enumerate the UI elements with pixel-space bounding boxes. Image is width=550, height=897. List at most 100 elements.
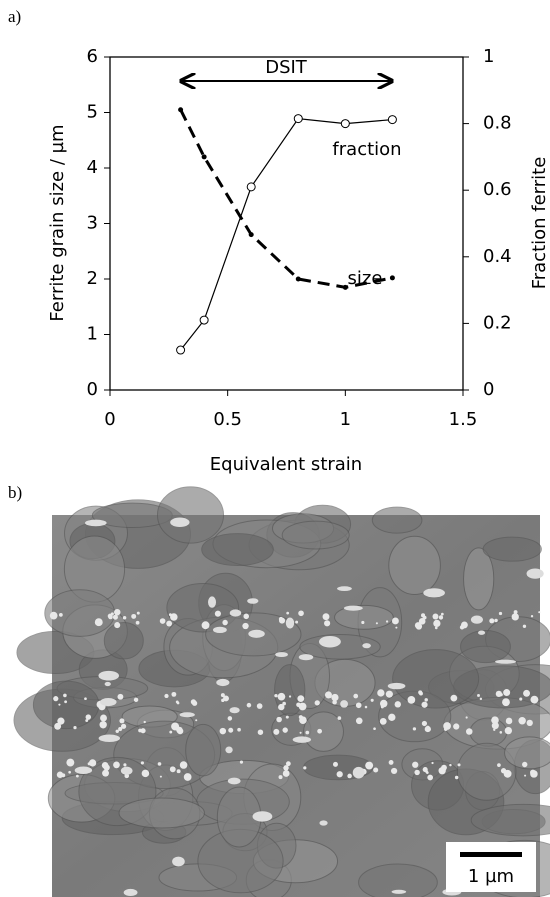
particle	[252, 811, 273, 822]
particle	[453, 723, 460, 730]
particle	[190, 699, 197, 705]
particle	[75, 774, 79, 778]
particle	[495, 690, 502, 698]
particle	[418, 618, 426, 625]
particle	[118, 726, 123, 732]
data-point	[246, 182, 256, 192]
particle	[432, 613, 439, 620]
particle	[248, 629, 265, 638]
grain	[103, 622, 144, 660]
particle	[112, 614, 118, 620]
particle	[74, 766, 93, 774]
annotation: fraction	[332, 139, 401, 160]
y2-tick-label: 0.8	[483, 113, 512, 134]
particle	[84, 519, 107, 527]
particle	[242, 622, 249, 630]
y-tick-label: 2	[87, 268, 98, 289]
annotation: size	[348, 268, 383, 289]
particle	[119, 718, 125, 724]
y-tick-label: 3	[87, 213, 98, 234]
particle	[503, 769, 512, 778]
scale-bar-label: 1 µm	[468, 866, 514, 887]
particle	[227, 716, 233, 721]
particle	[171, 691, 177, 697]
grain	[156, 486, 225, 544]
data-point	[389, 275, 395, 281]
particle	[394, 701, 401, 708]
particle	[489, 618, 495, 624]
particle	[427, 728, 431, 731]
particle	[110, 612, 114, 616]
particle	[123, 763, 127, 767]
particle	[292, 736, 312, 743]
particle	[352, 766, 365, 779]
particle	[88, 759, 97, 767]
particle	[97, 622, 100, 626]
particle	[140, 761, 144, 765]
particle	[170, 517, 190, 528]
particle	[314, 700, 320, 706]
particle	[286, 611, 290, 615]
particle	[84, 697, 87, 701]
particle	[522, 761, 528, 768]
particle	[434, 626, 438, 630]
particle	[257, 729, 264, 735]
data-point	[340, 119, 350, 129]
particle	[63, 693, 67, 698]
particle	[332, 761, 338, 767]
particle	[425, 771, 429, 774]
particle	[143, 720, 146, 724]
particle	[421, 720, 428, 727]
particle	[85, 714, 92, 720]
x-tick-label: 0.5	[213, 409, 242, 430]
particle	[523, 689, 531, 697]
particle	[519, 697, 523, 701]
particle	[103, 764, 110, 771]
particle	[499, 731, 503, 734]
particle	[168, 613, 172, 617]
y2-axis-label: Fraction ferrite	[529, 157, 550, 290]
particle	[94, 618, 103, 627]
particle	[285, 617, 295, 629]
x-tick-label: 1.5	[449, 409, 478, 430]
particle	[177, 727, 184, 735]
particle	[274, 694, 278, 698]
x-tick-label: 1	[340, 409, 351, 430]
particle	[353, 693, 359, 699]
particle	[278, 775, 283, 780]
data-point	[248, 232, 254, 238]
y2-tick-label: 0.4	[483, 246, 512, 267]
particle	[364, 705, 368, 709]
data-point	[342, 284, 348, 290]
particle	[433, 619, 441, 628]
particle	[288, 695, 292, 698]
particle	[282, 727, 288, 733]
particle	[424, 698, 428, 702]
particle	[53, 696, 59, 702]
particle	[422, 615, 427, 620]
particle	[470, 615, 483, 624]
particle	[243, 613, 250, 620]
particle	[66, 758, 75, 767]
particle	[283, 765, 289, 771]
grain	[392, 649, 480, 709]
particle	[511, 613, 519, 621]
data-point	[199, 315, 209, 325]
particle	[373, 767, 379, 773]
particle	[166, 620, 173, 627]
particle	[229, 707, 240, 714]
particle	[414, 769, 420, 776]
particle	[68, 770, 71, 774]
x-axis-label: Equivalent strain	[210, 454, 362, 475]
particle	[395, 626, 398, 629]
particle	[117, 693, 124, 700]
particle	[246, 702, 252, 708]
particle	[214, 610, 221, 617]
particle	[305, 730, 310, 735]
particle	[114, 608, 121, 616]
particle	[450, 694, 458, 702]
scale-bar	[460, 852, 522, 857]
particle	[256, 703, 263, 709]
y2-tick-label: 0.2	[483, 312, 512, 333]
